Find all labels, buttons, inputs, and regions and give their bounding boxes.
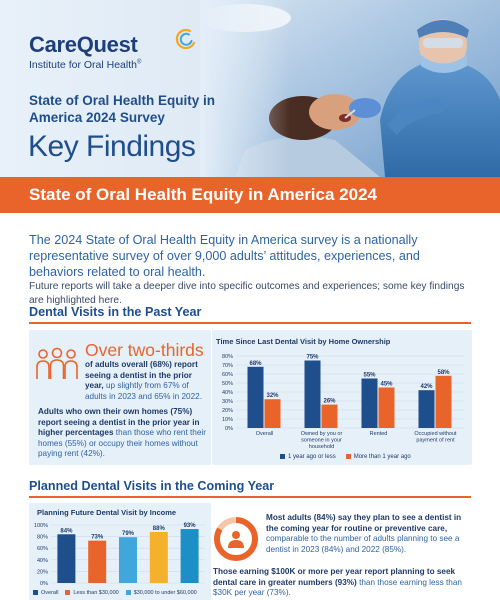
y-tick-label: 70% — [222, 363, 233, 369]
y-tick-label: 80% — [222, 354, 233, 360]
brand-name: CareQuest — [29, 32, 138, 57]
legend-item-overall: Overall — [33, 590, 58, 596]
bar — [361, 378, 378, 428]
y-tick-label: 60% — [222, 372, 233, 378]
registered-mark: ® — [136, 59, 142, 66]
legend-under30-label: Less than $30,000 — [73, 590, 119, 596]
bar — [57, 534, 76, 583]
chart-home-title: Time Since Last Dental Visit by Home Own… — [216, 337, 391, 346]
bar — [418, 390, 435, 428]
x-tick-label: Occupied without payment of rent — [414, 431, 457, 444]
bar-value-label: 84% — [60, 528, 73, 534]
people-group-icon — [36, 347, 78, 379]
logo-arc-icon — [175, 28, 196, 50]
y-tick-label: 40% — [222, 390, 233, 396]
carequest-logo: CareQuest Institute for Oral Health® — [29, 28, 196, 71]
y-tick-label: 30% — [222, 399, 233, 405]
y-tick-label: 60% — [37, 546, 48, 552]
big-stat-two-thirds: Over two-thirds — [85, 340, 204, 360]
chart-home-legend: 1 year ago or less More than 1 year ago — [280, 454, 411, 460]
y-tick-label: 80% — [37, 535, 48, 541]
chart-income: 0% 20% 40% 60% 80% 100% 84% 73% 79% 88% 93% — [34, 523, 205, 587]
legend-recent-label: 1 year ago or less — [288, 454, 336, 461]
y-tick-label: 20% — [37, 569, 48, 575]
bar — [304, 360, 321, 428]
bar — [247, 366, 264, 428]
section-planned-visits-rule — [29, 496, 471, 498]
plan-text-muted: comparable to the number of adults plann… — [266, 534, 460, 554]
bar-value-label: 88% — [153, 526, 166, 532]
owner-text: Adults who own their own homes (75%) rep… — [38, 407, 206, 460]
bar-value-label: 32% — [266, 393, 279, 399]
bar — [378, 387, 395, 428]
plan-text: Most adults (84%) say they plan to see a… — [266, 513, 474, 555]
stat-text-muted: up slightly from 67% of adults in 2023 a… — [85, 381, 202, 401]
plan-text-bold: Most adults (84%) say they plan to see a… — [266, 513, 462, 533]
brand-sub: Institute for Oral Health® — [29, 59, 141, 71]
income-text-muted: than those earning less than $30K per ye… — [213, 577, 462, 598]
bar-value-label: 42% — [420, 384, 433, 390]
y-tick-label: 0% — [40, 581, 48, 587]
section-planned-visits-title: Planned Dental Visits in the Coming Year — [29, 479, 275, 493]
legend-item-30to60: $30,000 to under $60,000 — [125, 590, 197, 596]
brand-sub-text: Institute for Oral Health — [29, 59, 137, 71]
chart-income-legend: Overall Less than $30,000 $30,000 to und… — [33, 590, 197, 596]
stat-panel — [29, 330, 211, 465]
bar-value-label: 55% — [363, 373, 376, 379]
bar — [321, 404, 338, 428]
bar — [180, 529, 199, 583]
person-donut-icon — [214, 517, 258, 561]
report-banner: State of Oral Health Equity in America 2… — [0, 177, 500, 213]
bar — [88, 540, 107, 583]
stat-text: of adults overall (68%) report seeing a … — [85, 360, 205, 402]
legend-item-under30: Less than $30,000 — [65, 590, 119, 596]
bar-value-label: 75% — [306, 355, 319, 361]
legend-item-older: More than 1 year ago — [345, 454, 411, 461]
bar — [119, 537, 137, 583]
y-tick-label: 20% — [222, 408, 233, 414]
x-tick-label: Owned by you or someone in your household — [301, 431, 343, 450]
owner-text-muted: than those who rent their homes (55%) or… — [38, 428, 206, 458]
legend-30to60-label: $30,000 to under $60,000 — [133, 590, 197, 596]
bar-value-label: 73% — [91, 535, 104, 541]
legend-overall-label: Overall — [41, 590, 59, 596]
bar — [435, 375, 452, 428]
legend-older-label: More than 1 year ago — [353, 454, 411, 461]
bar-value-label: 93% — [184, 523, 197, 529]
bar-value-label: 68% — [249, 361, 262, 367]
chart-home-ownership: 0% 10% 20% 30% 40% 50% 60% 70% 80% 68% 32% Overall 7… — [222, 354, 464, 450]
bar-value-label: 26% — [323, 399, 336, 405]
banner-title: State of Oral Health Equity in America 2… — [29, 185, 377, 204]
income-text: Those earning $100K or more per year rep… — [213, 567, 475, 599]
y-tick-label: 10% — [222, 417, 233, 423]
key-findings-heading: Key Findings — [28, 130, 196, 163]
income-text-bold: Those earning $100K or more per year rep… — [213, 567, 456, 587]
bar — [264, 399, 281, 428]
chart-income-title: Planning Future Dental Visit by Income — [37, 508, 177, 517]
stat-text-bold: of adults overall (68%) report seeing a … — [85, 360, 198, 390]
section-dental-visits-title: Dental Visits in the Past Year — [29, 305, 202, 319]
x-tick-label: Overall — [256, 431, 273, 437]
section-dental-visits-rule — [29, 322, 471, 324]
bar-value-label: 79% — [122, 531, 135, 537]
legend-item-recent: 1 year ago or less — [280, 454, 336, 460]
x-tick-label: Rented — [370, 431, 388, 437]
y-tick-label: 0% — [225, 426, 233, 432]
y-tick-label: 100% — [34, 523, 48, 529]
y-tick-label: 50% — [222, 381, 233, 387]
bar — [149, 531, 168, 583]
intro-lead: The 2024 State of Oral Health Equity in … — [29, 233, 420, 279]
survey-title: State of Oral Health Equity in America 2… — [29, 93, 216, 125]
owner-text-bold: Adults who own their own homes (75%) rep… — [38, 407, 200, 437]
hero-header: CareQuest Institute for Oral Health® Sta… — [0, 0, 500, 177]
hero-fade — [200, 0, 290, 177]
bar-value-label: 58% — [437, 370, 450, 376]
intro-sub: Future reports will take a deeper dive i… — [29, 281, 465, 306]
bar-value-label: 45% — [380, 382, 393, 388]
y-tick-label: 40% — [37, 558, 48, 564]
